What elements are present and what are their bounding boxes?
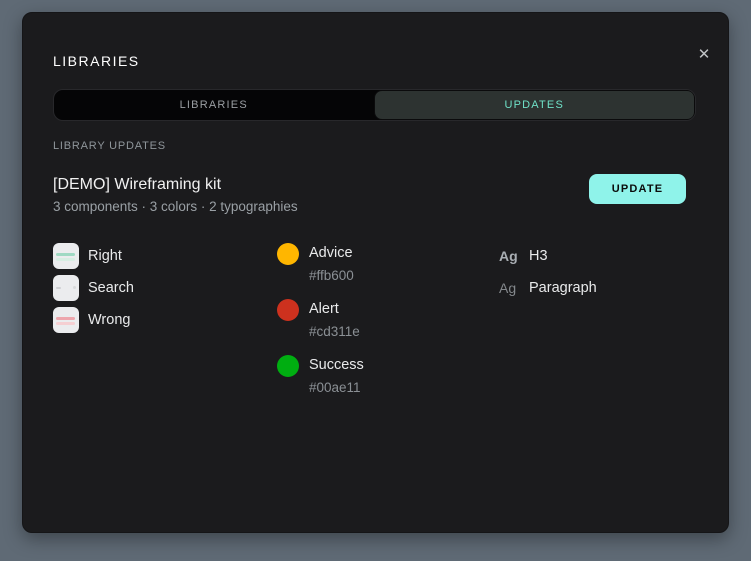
color-hex: #ffb600 — [309, 268, 354, 283]
component-item-right[interactable]: Right — [53, 243, 277, 269]
section-label: LIBRARY UPDATES — [53, 140, 166, 152]
colors-column: Advice #ffb600 Alert #cd311e Success # — [277, 243, 499, 411]
typography-sample: Ag — [499, 248, 518, 264]
typographies-column: Ag H3 Ag Paragraph — [499, 243, 696, 307]
library-update-row: [DEMO] Wireframing kit 3 components · 3 … — [53, 174, 696, 216]
color-hex: #00ae11 — [309, 380, 361, 395]
tab-updates[interactable]: UPDATES — [373, 90, 695, 120]
component-item-search[interactable]: Search — [53, 275, 277, 301]
dialog-title: LIBRARIES — [53, 53, 140, 69]
color-text: Alert #cd311e — [309, 299, 360, 342]
color-text: Advice #ffb600 — [309, 243, 354, 286]
library-info: [DEMO] Wireframing kit 3 components · 3 … — [53, 174, 298, 216]
typography-name: Paragraph — [529, 280, 597, 296]
color-item-success[interactable]: Success #00ae11 — [277, 355, 499, 398]
component-item-wrong[interactable]: Wrong — [53, 307, 277, 333]
color-name: Advice — [309, 245, 353, 261]
color-text: Success #00ae11 — [309, 355, 364, 398]
typography-item-h3[interactable]: Ag H3 — [499, 243, 696, 269]
component-thumbnail-icon — [53, 243, 79, 269]
color-swatch — [277, 355, 299, 377]
color-name: Success — [309, 357, 364, 373]
color-name: Alert — [309, 301, 339, 317]
component-thumbnail-icon — [53, 307, 79, 333]
typography-item-paragraph[interactable]: Ag Paragraph — [499, 275, 696, 301]
library-name: [DEMO] Wireframing kit — [53, 176, 222, 193]
component-thumbnail-icon — [53, 275, 79, 301]
component-name: Wrong — [88, 312, 131, 328]
typography-name: H3 — [529, 248, 548, 264]
component-name: Search — [88, 280, 134, 296]
color-swatch — [277, 299, 299, 321]
color-swatch — [277, 243, 299, 265]
tab-bar: LIBRARIES UPDATES — [53, 89, 696, 121]
library-summary: 3 components · 3 colors · 2 typographies — [53, 199, 298, 214]
color-item-advice[interactable]: Advice #ffb600 — [277, 243, 499, 286]
update-button[interactable]: UPDATE — [589, 174, 686, 204]
component-name: Right — [88, 248, 122, 264]
color-hex: #cd311e — [309, 324, 360, 339]
libraries-dialog: ✕ LIBRARIES LIBRARIES UPDATES LIBRARY UP… — [22, 12, 729, 533]
typography-sample: Ag — [499, 280, 517, 296]
tab-libraries[interactable]: LIBRARIES — [179, 99, 248, 111]
close-icon[interactable]: ✕ — [694, 45, 714, 65]
assets-grid: Right Search Wrong Advice #ffb600 — [53, 243, 696, 411]
color-item-alert[interactable]: Alert #cd311e — [277, 299, 499, 342]
components-column: Right Search Wrong — [53, 243, 277, 339]
